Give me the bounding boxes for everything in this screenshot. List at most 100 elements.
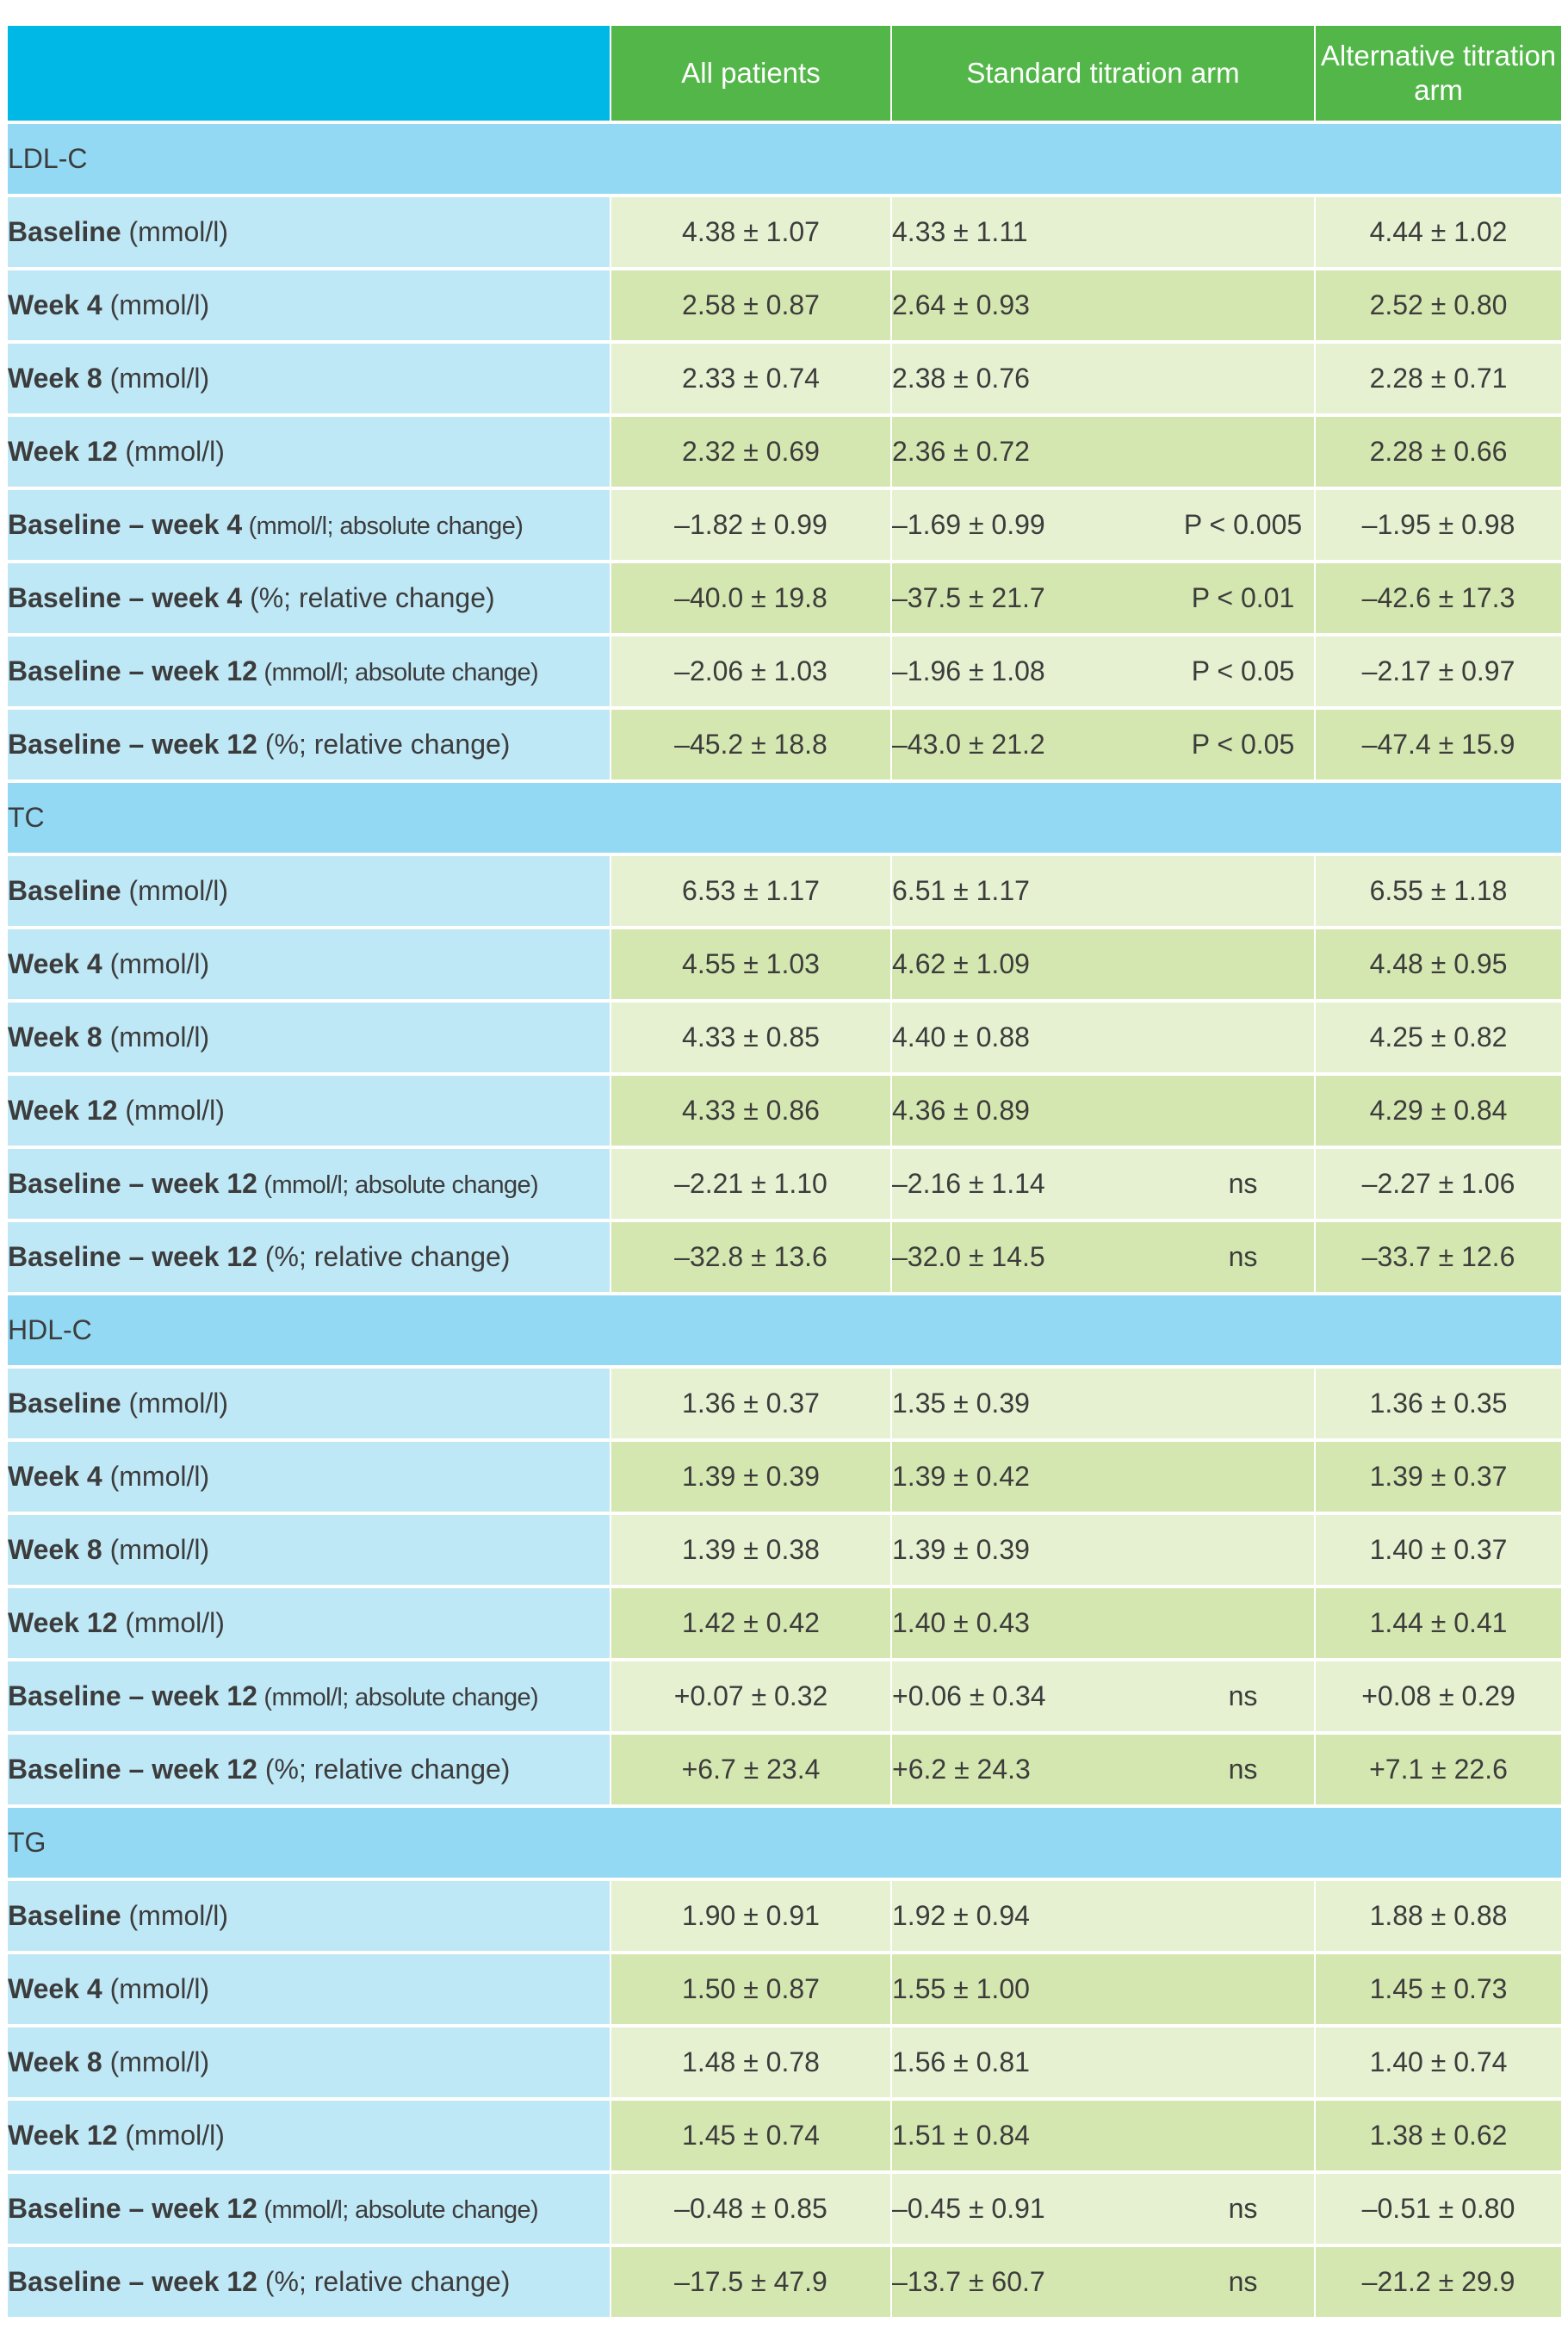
section-title: HDL-C (8, 1292, 1562, 1367)
header-row: All patients Standard titration arm Alte… (8, 26, 1562, 122)
value-alternative-arm: 1.44 ± 0.41 (1314, 1585, 1562, 1660)
value-standard-arm: –43.0 ± 21.2 (890, 706, 1172, 781)
table-row: Baseline (mmol/l) 4.38 ± 1.07 4.33 ± 1.11 4… (8, 194, 1562, 269)
row-label: Week 4 (mmol/l) (8, 1951, 610, 2026)
row-label: Baseline (mmol/l) (8, 1878, 610, 1953)
table-row: Baseline (mmol/l) 1.90 ± 0.91 1.92 ± 0.94 1… (8, 1878, 1562, 1953)
row-label-unit: (%; relative change) (242, 582, 495, 613)
value-all-patients: –0.48 ± 0.85 (610, 2170, 891, 2245)
row-label-main: Week 4 (8, 289, 102, 320)
value-all-patients: 4.33 ± 0.85 (610, 999, 891, 1074)
table-row: Week 8 (mmol/l) 2.33 ± 0.74 2.38 ± 0.76 2.2… (8, 340, 1562, 415)
value-all-patients: 1.45 ± 0.74 (610, 2097, 891, 2172)
row-label-unit: (%; relative change) (257, 1754, 511, 1785)
section-title: TC (8, 779, 1562, 854)
table-row: Baseline – week 12 (%; relative change) –… (8, 706, 1562, 781)
row-label-unit: (mmol/l) (102, 2046, 210, 2077)
row-label-unit: (mmol/l) (117, 2120, 225, 2151)
value-standard-arm: –32.0 ± 14.5 (890, 1219, 1172, 1294)
value-standard-arm: 4.40 ± 0.88 (890, 999, 1172, 1074)
table-row: Week 12 (mmol/l) 1.45 ± 0.74 1.51 ± 0.84 1.… (8, 2097, 1562, 2172)
value-standard-arm: 1.55 ± 1.00 (890, 1951, 1172, 2026)
row-label: Week 4 (mmol/l) (8, 267, 610, 342)
value-standard-arm: 4.62 ± 1.09 (890, 926, 1172, 1001)
value-all-patients: 2.58 ± 0.87 (610, 267, 891, 342)
value-alternative-arm: 4.25 ± 0.82 (1314, 999, 1562, 1074)
row-label: Baseline (mmol/l) (8, 194, 610, 269)
p-value (1172, 194, 1316, 269)
p-value (1172, 1072, 1316, 1147)
row-label-main: Baseline (8, 1388, 121, 1419)
value-alternative-arm: 1.40 ± 0.74 (1314, 2024, 1562, 2099)
p-value: ns (1172, 1219, 1316, 1294)
row-label-unit: (mmol/l) (102, 1534, 210, 1565)
row-label-unit: (mmol/l; absolute change) (257, 1684, 539, 1711)
row-label: Baseline – week 12 (mmol/l; absolute cha… (8, 2170, 610, 2245)
header-corner (8, 26, 610, 122)
row-label-main: Baseline – week 12 (8, 1241, 257, 1272)
header-all-patients: All patients (610, 26, 891, 122)
row-label-unit: (%; relative change) (257, 729, 511, 760)
table-row: Baseline – week 4 (mmol/l; absolute chan… (8, 487, 1562, 562)
value-all-patients: –2.21 ± 1.10 (610, 1146, 891, 1220)
p-value: ns (1172, 2244, 1316, 2317)
row-label-main: Week 4 (8, 1973, 102, 2004)
p-value (1172, 413, 1316, 488)
table-row: Baseline – week 12 (%; relative change) –… (8, 2244, 1562, 2317)
p-value: ns (1172, 1658, 1316, 1733)
row-label: Week 12 (mmol/l) (8, 413, 610, 488)
p-value: ns (1172, 1146, 1316, 1220)
value-all-patients: 1.36 ± 0.37 (610, 1365, 891, 1440)
value-all-patients: 1.39 ± 0.38 (610, 1512, 891, 1587)
table-body: LDL-C Baseline (mmol/l) 4.38 ± 1.07 4.33 ± … (8, 121, 1562, 2317)
row-label: Baseline – week 4 (mmol/l; absolute chan… (8, 487, 610, 562)
value-all-patients: 4.38 ± 1.07 (610, 194, 891, 269)
value-alternative-arm: 6.55 ± 1.18 (1314, 853, 1562, 928)
value-all-patients: 1.90 ± 0.91 (610, 1878, 891, 1953)
row-label-main: Week 8 (8, 363, 102, 394)
section-header-hdl-c: HDL-C (8, 1292, 1562, 1367)
value-alternative-arm: 1.38 ± 0.62 (1314, 2097, 1562, 2172)
table-row: Week 4 (mmol/l) 4.55 ± 1.03 4.62 ± 1.09 4.4… (8, 926, 1562, 1001)
value-standard-arm: 1.39 ± 0.39 (890, 1512, 1172, 1587)
table-row: Baseline – week 12 (%; relative change) +… (8, 1731, 1562, 1806)
value-all-patients: 4.55 ± 1.03 (610, 926, 891, 1001)
p-value (1172, 2024, 1316, 2099)
value-all-patients: –17.5 ± 47.9 (610, 2244, 891, 2317)
value-alternative-arm: 1.40 ± 0.37 (1314, 1512, 1562, 1587)
section-title: LDL-C (8, 121, 1562, 196)
value-all-patients: 1.50 ± 0.87 (610, 1951, 891, 2026)
row-label-unit: (mmol/l) (117, 436, 225, 467)
value-standard-arm: –13.7 ± 60.7 (890, 2244, 1172, 2317)
row-label-unit: (mmol/l) (102, 948, 210, 979)
value-standard-arm: –2.16 ± 1.14 (890, 1146, 1172, 1220)
p-value: P < 0.05 (1172, 706, 1316, 781)
value-alternative-arm: 2.28 ± 0.71 (1314, 340, 1562, 415)
table-row: Week 4 (mmol/l) 2.58 ± 0.87 2.64 ± 0.93 2.5… (8, 267, 1562, 342)
row-label: Week 8 (mmol/l) (8, 2024, 610, 2099)
row-label-unit: (mmol/l) (102, 289, 210, 320)
value-alternative-arm: 1.88 ± 0.88 (1314, 1878, 1562, 1953)
value-standard-arm: 2.38 ± 0.76 (890, 340, 1172, 415)
row-label-main: Week 12 (8, 2120, 118, 2151)
p-value (1172, 1878, 1316, 1953)
value-alternative-arm: 1.45 ± 0.73 (1314, 1951, 1562, 2026)
row-label: Week 4 (mmol/l) (8, 1438, 610, 1513)
value-alternative-arm: 1.36 ± 0.35 (1314, 1365, 1562, 1440)
value-alternative-arm: 4.29 ± 0.84 (1314, 1072, 1562, 1147)
value-all-patients: +6.7 ± 23.4 (610, 1731, 891, 1806)
value-standard-arm: 1.56 ± 0.81 (890, 2024, 1172, 2099)
p-value (1172, 926, 1316, 1001)
value-standard-arm: –1.96 ± 1.08 (890, 633, 1172, 708)
section-header-tc: TC (8, 779, 1562, 854)
p-value (1172, 1365, 1316, 1440)
value-standard-arm: –1.69 ± 0.99 (890, 487, 1172, 562)
p-value (1172, 2097, 1316, 2172)
value-standard-arm: 2.36 ± 0.72 (890, 413, 1172, 488)
row-label: Baseline – week 4 (%; relative change) (8, 560, 610, 635)
p-value (1172, 1951, 1316, 2026)
row-label-unit: (mmol/l) (102, 1973, 210, 2004)
header-alternative-arm: Alternative titration arm (1314, 26, 1562, 122)
table-row: Week 8 (mmol/l) 4.33 ± 0.85 4.40 ± 0.88 4.2… (8, 999, 1562, 1074)
value-all-patients: 1.39 ± 0.39 (610, 1438, 891, 1513)
